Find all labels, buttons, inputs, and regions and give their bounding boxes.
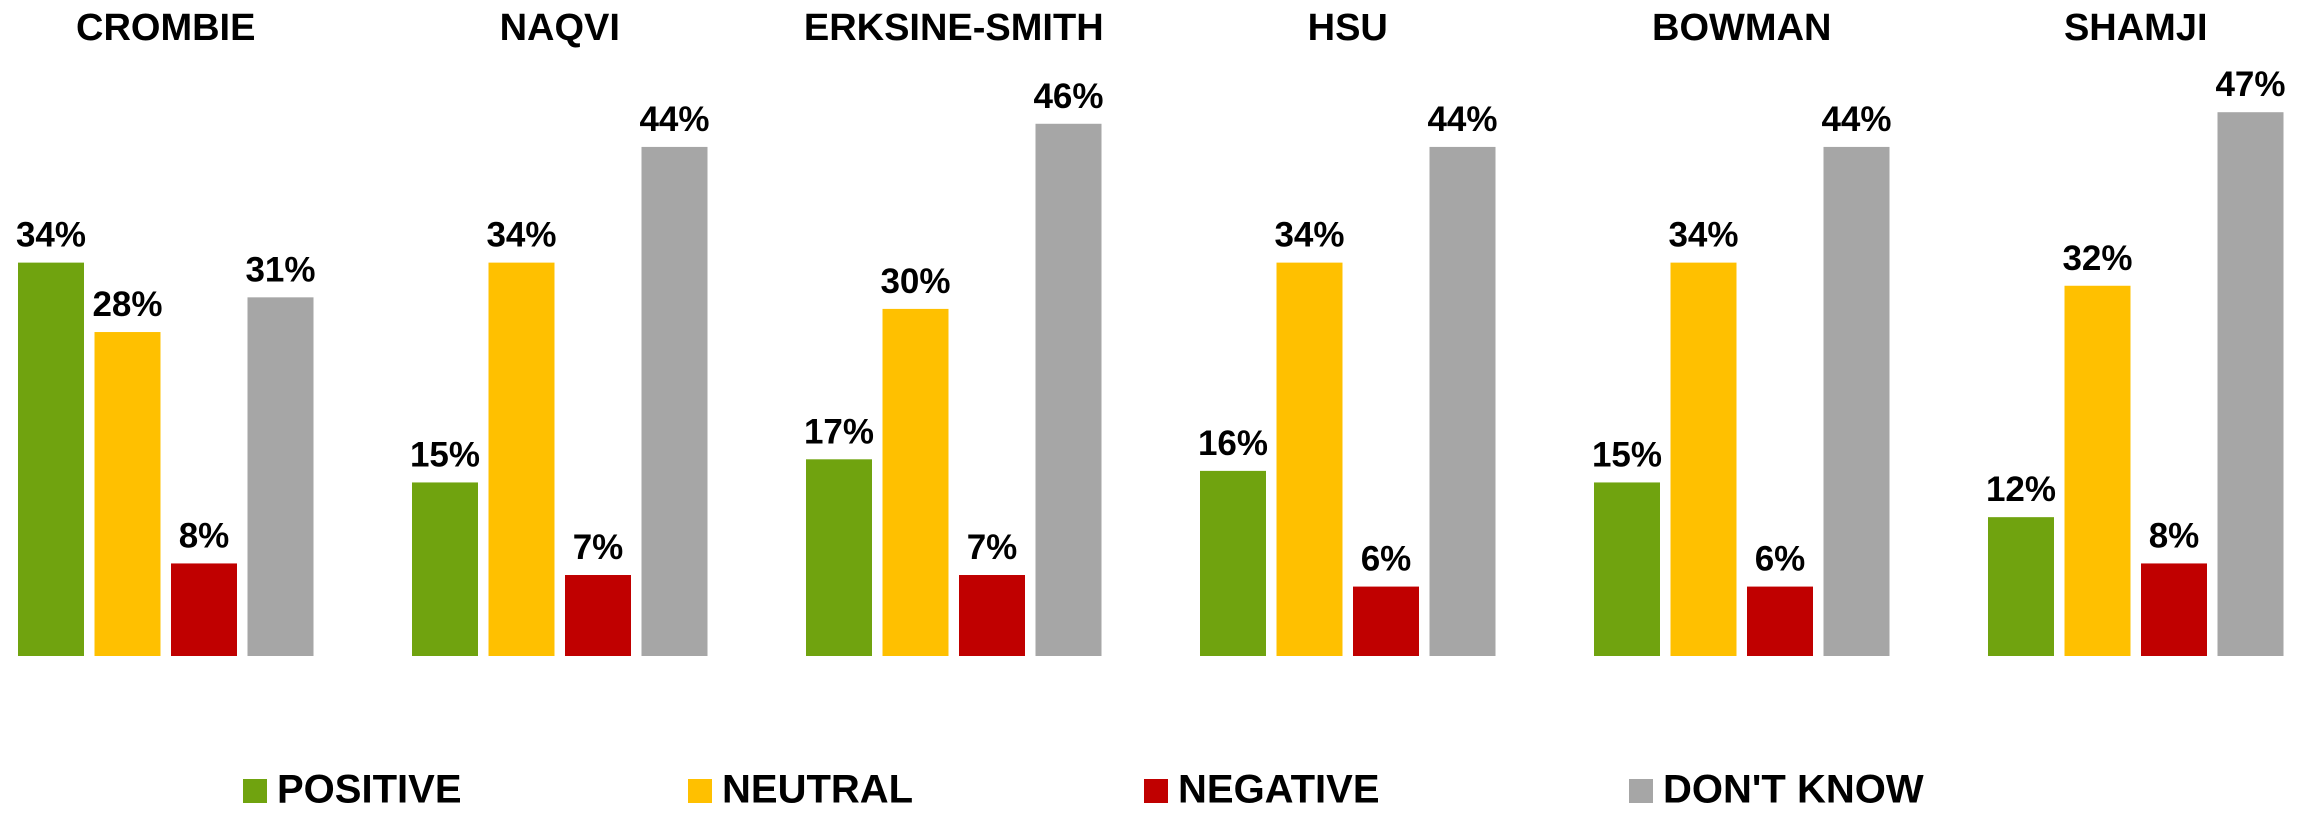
data-label: 6% xyxy=(1361,540,1412,579)
bar xyxy=(2064,285,2131,656)
data-label: 16% xyxy=(1198,424,1268,463)
group-title: CROMBIE xyxy=(76,7,255,49)
legend-label: POSITIVE xyxy=(277,768,462,812)
legend-label: NEUTRAL xyxy=(722,768,913,812)
bar xyxy=(641,146,708,657)
data-label: 12% xyxy=(1986,470,2056,509)
data-label: 32% xyxy=(2062,239,2132,278)
legend-swatch xyxy=(243,779,267,803)
bar xyxy=(1594,482,1660,656)
legend-swatch xyxy=(688,779,712,803)
data-label: 17% xyxy=(804,412,874,451)
data-label: 46% xyxy=(1033,77,1103,116)
data-label: 6% xyxy=(1755,540,1806,579)
group-title: ERKSINE-SMITH xyxy=(804,7,1104,49)
group-title: BOWMAN xyxy=(1652,7,1831,49)
bar xyxy=(1747,586,1813,656)
data-label: 30% xyxy=(880,262,950,301)
data-label: 15% xyxy=(1592,435,1662,474)
data-label: 44% xyxy=(1427,100,1497,139)
data-label: 44% xyxy=(639,100,709,139)
bar xyxy=(1823,146,1890,657)
bar xyxy=(18,262,84,656)
bar xyxy=(1429,146,1496,657)
bar xyxy=(488,262,555,656)
bar xyxy=(2141,563,2207,656)
data-label: 7% xyxy=(967,528,1018,567)
bar xyxy=(1670,262,1737,656)
data-label: 34% xyxy=(486,216,556,255)
bar xyxy=(806,459,872,656)
bar xyxy=(412,482,478,656)
data-label: 34% xyxy=(16,216,86,255)
bar xyxy=(1353,586,1419,656)
data-label: 15% xyxy=(410,435,480,474)
bar xyxy=(1035,123,1102,656)
data-label: 7% xyxy=(573,528,624,567)
data-label: 34% xyxy=(1668,216,1738,255)
bar xyxy=(882,308,949,656)
bar xyxy=(959,575,1025,656)
data-label: 44% xyxy=(1821,100,1891,139)
data-label: 8% xyxy=(179,516,230,555)
bar xyxy=(1276,262,1343,656)
legend-label: NEGATIVE xyxy=(1178,768,1380,812)
group-title: SHAMJI xyxy=(2064,7,2208,49)
bar xyxy=(94,332,161,656)
bar xyxy=(2217,112,2284,656)
bar xyxy=(1988,517,2054,656)
legend-swatch xyxy=(1629,779,1653,803)
bar xyxy=(171,563,237,656)
group-title: NAQVI xyxy=(500,7,620,49)
legend-swatch xyxy=(1144,779,1168,803)
legend-label: DON'T KNOW xyxy=(1663,768,1924,812)
data-label: 34% xyxy=(1274,216,1344,255)
data-label: 31% xyxy=(245,250,315,289)
bar xyxy=(565,575,631,656)
group-title: HSU xyxy=(1308,7,1388,49)
bar xyxy=(1200,470,1266,656)
data-label: 8% xyxy=(2149,516,2200,555)
data-label: 47% xyxy=(2215,65,2285,104)
data-label: 28% xyxy=(92,285,162,324)
bar xyxy=(247,297,314,656)
